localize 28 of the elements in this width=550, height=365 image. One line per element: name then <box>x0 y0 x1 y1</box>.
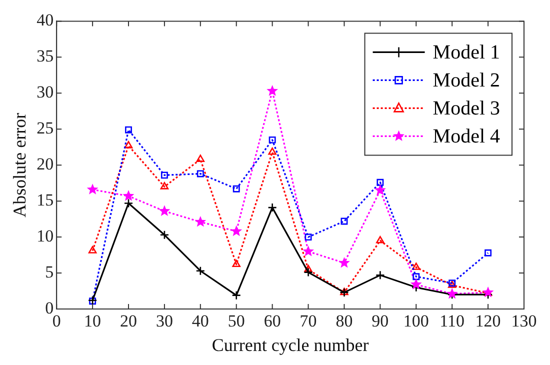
y-tick-label: 40 <box>36 10 54 30</box>
x-tick-label: 40 <box>192 312 209 331</box>
legend-label: Model 4 <box>432 125 500 148</box>
x-tick-label: 80 <box>336 312 353 331</box>
x-tick-label: 50 <box>228 312 245 331</box>
legend-label: Model 2 <box>432 69 500 92</box>
y-tick-label: 10 <box>36 226 54 246</box>
y-tick-label: 30 <box>36 82 54 102</box>
x-tick-label: 70 <box>300 312 317 331</box>
legend-label: Model 3 <box>432 97 500 120</box>
y-tick-label: 20 <box>36 154 54 174</box>
x-axis-title: Current cycle number <box>212 334 369 355</box>
x-tick-label: 10 <box>84 312 102 331</box>
y-axis-title: Absolute error <box>10 112 30 218</box>
y-tick-label: 15 <box>36 190 54 210</box>
legend-label: Model 1 <box>432 41 500 64</box>
y-tick-label: 5 <box>45 262 54 282</box>
x-tick-label: 20 <box>120 312 138 331</box>
y-tick-label: 25 <box>36 118 54 138</box>
x-tick-label: 120 <box>475 312 501 331</box>
x-tick-label: 60 <box>264 312 281 331</box>
x-tick-label: 130 <box>511 312 537 331</box>
x-tick-label: 90 <box>372 312 389 331</box>
y-tick-label: 35 <box>36 46 54 66</box>
x-tick-label: 100 <box>403 312 429 331</box>
x-tick-label: 110 <box>440 312 465 331</box>
x-tick-label: 30 <box>156 312 173 331</box>
y-tick-label: 0 <box>45 298 54 318</box>
